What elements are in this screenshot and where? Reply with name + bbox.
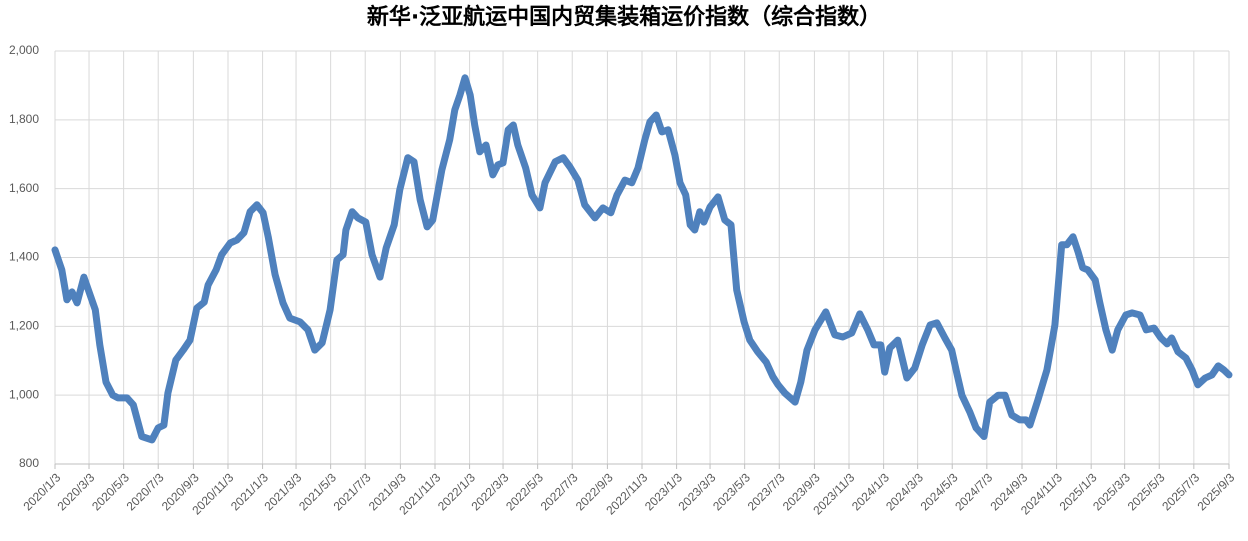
chart-title: 新华·泛亚航运中国内贸集装箱运价指数（综合指数） [367,4,881,30]
y-tick-label: 1,800 [9,112,39,126]
y-tick-label: 800 [19,456,39,470]
x-tick-label: 2022/7/3 [538,470,581,513]
data-line [51,74,1233,444]
x-tick-label: 2025/7/3 [1159,470,1202,513]
x-tick-label: 2021/7/3 [331,470,374,513]
x-tick-label: 2023/7/3 [745,470,788,513]
x-tick-label: 2024/7/3 [952,470,995,513]
x-tick-label: 2025/9/3 [1194,470,1237,513]
y-tick-label: 1,400 [9,250,39,264]
y-tick-label: 2,000 [9,43,39,57]
x-tick-label: 2020/7/3 [124,470,167,513]
y-tick-label: 1,600 [9,181,39,195]
y-tick-label: 1,000 [9,387,39,401]
y-tick-label: 1,200 [9,319,39,333]
